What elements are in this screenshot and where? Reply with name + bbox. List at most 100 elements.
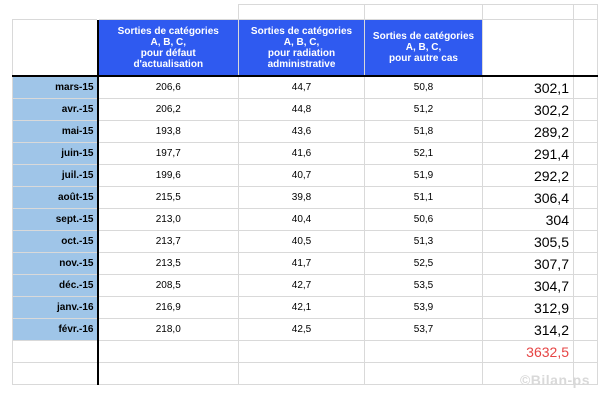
defaut-actualisation-cell[interactable]: 199,6	[96, 164, 239, 187]
total-cell[interactable]: 306,4	[482, 186, 574, 209]
radiation-administrative-cell[interactable]: 43,6	[238, 120, 365, 143]
defaut-actualisation-cell[interactable]: 216,9	[96, 296, 239, 319]
month-cell[interactable]: avr.-15	[12, 98, 98, 121]
cell[interactable]	[364, 362, 483, 385]
cell[interactable]	[482, 4, 574, 20]
radiation-administrative-cell[interactable]: 41,6	[238, 142, 365, 165]
autre-cas-cell[interactable]: 51,8	[364, 120, 483, 143]
header-defaut-actualisation[interactable]: Sorties de catégories A, B, C, pour défa…	[96, 19, 239, 77]
cell[interactable]	[238, 340, 365, 363]
autre-cas-cell[interactable]: 53,9	[364, 296, 483, 319]
cell[interactable]	[573, 274, 598, 297]
total-cell[interactable]: 304	[482, 208, 574, 231]
autre-cas-cell[interactable]: 53,5	[364, 274, 483, 297]
cell[interactable]	[96, 4, 239, 20]
cell[interactable]	[573, 208, 598, 231]
total-cell[interactable]: 307,7	[482, 252, 574, 275]
cell[interactable]	[364, 4, 483, 20]
radiation-administrative-cell[interactable]: 41,7	[238, 252, 365, 275]
autre-cas-cell[interactable]: 51,9	[364, 164, 483, 187]
total-cell[interactable]: 312,9	[482, 296, 574, 319]
header-autre-cas[interactable]: Sorties de catégories A, B, C, pour autr…	[364, 19, 483, 77]
autre-cas-cell[interactable]: 51,2	[364, 98, 483, 121]
table-row: nov.-15 213,5 41,7 52,5 307,7	[12, 252, 598, 275]
cell[interactable]	[573, 19, 598, 77]
cell[interactable]	[573, 230, 598, 253]
month-cell[interactable]: juin-15	[12, 142, 98, 165]
total-cell[interactable]: 314,2	[482, 318, 574, 341]
radiation-administrative-cell[interactable]: 42,7	[238, 274, 365, 297]
header-radiation-administrative[interactable]: Sorties de catégories A, B, C, pour radi…	[238, 19, 365, 77]
radiation-administrative-cell[interactable]: 40,7	[238, 164, 365, 187]
month-cell[interactable]: sept.-15	[12, 208, 98, 231]
autre-cas-cell[interactable]: 51,1	[364, 186, 483, 209]
total-cell[interactable]: 304,7	[482, 274, 574, 297]
cell[interactable]	[96, 362, 239, 385]
radiation-administrative-cell[interactable]: 44,7	[238, 75, 365, 99]
cell[interactable]	[238, 362, 365, 385]
month-cell[interactable]: févr.-16	[12, 318, 98, 341]
month-cell[interactable]: nov.-15	[12, 252, 98, 275]
defaut-actualisation-cell[interactable]: 208,5	[96, 274, 239, 297]
cell[interactable]	[238, 4, 365, 20]
cell[interactable]	[573, 120, 598, 143]
cell[interactable]	[573, 4, 598, 20]
cell[interactable]	[12, 4, 98, 20]
cell[interactable]	[573, 98, 598, 121]
empty-row	[12, 362, 598, 385]
month-cell[interactable]: mars-15	[12, 75, 98, 99]
autre-cas-cell[interactable]: 53,7	[364, 318, 483, 341]
autre-cas-cell[interactable]: 52,5	[364, 252, 483, 275]
month-cell[interactable]: août-15	[12, 186, 98, 209]
cell[interactable]	[364, 340, 483, 363]
radiation-administrative-cell[interactable]: 44,8	[238, 98, 365, 121]
cell[interactable]	[573, 362, 598, 385]
table-row: déc.-15 208,5 42,7 53,5 304,7	[12, 274, 598, 297]
defaut-actualisation-cell[interactable]: 215,5	[96, 186, 239, 209]
defaut-actualisation-cell[interactable]: 206,2	[96, 98, 239, 121]
total-cell[interactable]: 302,1	[482, 75, 574, 99]
month-cell[interactable]: déc.-15	[12, 274, 98, 297]
month-cell[interactable]: juil.-15	[12, 164, 98, 187]
radiation-administrative-cell[interactable]: 39,8	[238, 186, 365, 209]
total-cell[interactable]: 292,2	[482, 164, 574, 187]
total-cell[interactable]: 302,2	[482, 98, 574, 121]
month-cell[interactable]: oct.-15	[12, 230, 98, 253]
radiation-administrative-cell[interactable]: 40,4	[238, 208, 365, 231]
cell[interactable]	[573, 252, 598, 275]
cell[interactable]	[12, 362, 98, 385]
autre-cas-cell[interactable]: 51,3	[364, 230, 483, 253]
cell[interactable]	[96, 340, 239, 363]
cell[interactable]	[573, 142, 598, 165]
header-corner-cell[interactable]	[12, 19, 98, 77]
autre-cas-cell[interactable]: 50,8	[364, 75, 483, 99]
defaut-actualisation-cell[interactable]: 218,0	[96, 318, 239, 341]
total-cell[interactable]: 291,4	[482, 142, 574, 165]
grand-total-cell[interactable]: 3632,5	[482, 340, 574, 363]
month-cell[interactable]: janv.-16	[12, 296, 98, 319]
cell[interactable]	[573, 164, 598, 187]
cell[interactable]	[573, 318, 598, 341]
defaut-actualisation-cell[interactable]: 213,5	[96, 252, 239, 275]
cell[interactable]	[12, 340, 98, 363]
radiation-administrative-cell[interactable]: 42,5	[238, 318, 365, 341]
header-total-cell[interactable]	[482, 19, 574, 77]
autre-cas-cell[interactable]: 50,6	[364, 208, 483, 231]
defaut-actualisation-cell[interactable]: 197,7	[96, 142, 239, 165]
defaut-actualisation-cell[interactable]: 213,7	[96, 230, 239, 253]
defaut-actualisation-cell[interactable]: 213,0	[96, 208, 239, 231]
radiation-administrative-cell[interactable]: 40,5	[238, 230, 365, 253]
total-cell[interactable]: 305,5	[482, 230, 574, 253]
cell[interactable]	[573, 75, 598, 99]
cell[interactable]	[573, 340, 598, 363]
autre-cas-cell[interactable]: 52,1	[364, 142, 483, 165]
month-cell[interactable]: mai-15	[12, 120, 98, 143]
cell[interactable]	[573, 296, 598, 319]
cell[interactable]	[573, 186, 598, 209]
defaut-actualisation-cell[interactable]: 206,6	[96, 75, 239, 99]
total-cell[interactable]: 289,2	[482, 120, 574, 143]
defaut-actualisation-cell[interactable]: 193,8	[96, 120, 239, 143]
data-table: Sorties de catégories A, B, C, pour défa…	[12, 4, 598, 385]
spacer-row	[12, 4, 598, 20]
radiation-administrative-cell[interactable]: 42,1	[238, 296, 365, 319]
